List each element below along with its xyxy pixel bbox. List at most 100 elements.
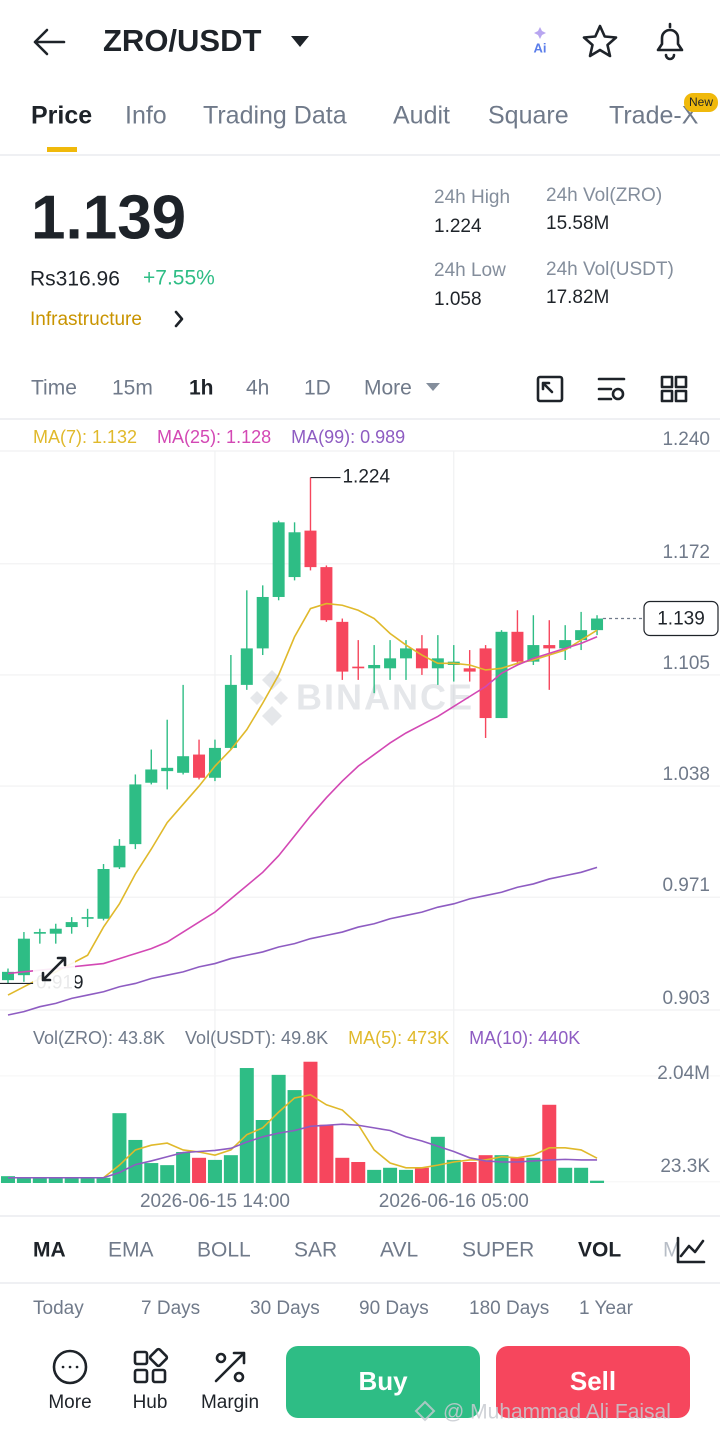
y-tick-label: 0.903 [662, 988, 710, 1009]
tab[interactable]: Trade-X [609, 102, 699, 130]
pair-title[interactable]: ZRO/USDT [103, 23, 262, 58]
candle-body [463, 668, 476, 672]
indicator-tab[interactable]: AVL [380, 1239, 418, 1262]
fullscreen-icon[interactable] [536, 375, 564, 403]
volume-bar [462, 1162, 477, 1183]
volume-bar [96, 1177, 111, 1183]
volume-legend: MA(5): 473K [348, 1028, 449, 1048]
period[interactable]: 7 Days [141, 1298, 200, 1319]
candle-body [81, 917, 94, 919]
legend-entry: MA(7): 1.132 [33, 427, 137, 447]
tab[interactable]: Square [488, 102, 569, 130]
more-button[interactable]: More [48, 1349, 92, 1413]
volume-bar [558, 1167, 573, 1183]
period[interactable]: 180 Days [469, 1298, 549, 1319]
volume-legend: MA(10): 440K [469, 1028, 580, 1048]
volume-bar [271, 1074, 286, 1183]
back-icon[interactable] [33, 28, 66, 56]
interval[interactable]: 1h [189, 377, 214, 400]
volume-ma-line [8, 1093, 598, 1179]
tab[interactable]: Info [125, 102, 167, 130]
candle-body [288, 532, 301, 578]
candle-body [384, 658, 397, 669]
interval[interactable]: 15m [112, 377, 153, 400]
star-icon[interactable] [582, 24, 618, 58]
stat-value: 1.224 [434, 216, 482, 237]
volume-bar [414, 1167, 429, 1183]
volume-bar [144, 1163, 159, 1183]
settings-icon[interactable] [597, 377, 626, 401]
y-tick-label: 1.172 [662, 542, 710, 563]
margin-icon [214, 1351, 246, 1383]
credit-logo [414, 1400, 436, 1422]
volume-bar [176, 1152, 191, 1183]
volume-bar [526, 1157, 541, 1183]
volume-bar [590, 1180, 605, 1183]
candle-body [559, 640, 572, 649]
margin-button[interactable]: Margin [201, 1351, 259, 1413]
tab[interactable]: Price [31, 102, 92, 130]
watermark-logo [250, 670, 288, 726]
volume-bar [430, 1136, 445, 1183]
period[interactable]: 90 Days [359, 1298, 429, 1319]
period[interactable]: 30 Days [250, 1298, 320, 1319]
volume-bar [128, 1139, 143, 1183]
interval[interactable]: 1D [304, 377, 331, 400]
legend-entry: MA(25): 1.128 [157, 427, 271, 447]
layout-icon[interactable] [660, 375, 688, 403]
indicator-tab[interactable]: M [663, 1239, 681, 1262]
ai-sparkle [534, 27, 546, 39]
y-tick-label: 1.038 [662, 764, 710, 785]
volume-bar [574, 1167, 589, 1183]
indicator-tab[interactable]: EMA [108, 1239, 154, 1262]
chevron [174, 310, 184, 328]
sector-link[interactable]: Infrastructure [30, 309, 142, 330]
indicator-tab[interactable]: BOLL [197, 1239, 251, 1262]
candle-body [543, 645, 556, 649]
indicator-tab[interactable]: SAR [294, 1239, 337, 1262]
stat-label: 24h Vol(USDT) [546, 259, 674, 280]
pair-caret[interactable] [291, 36, 309, 47]
stats: 24h High 1.224 24h Vol(ZRO) 15.58M 24h Low 1.… [434, 185, 674, 310]
hub-button[interactable]: Hub [133, 1347, 169, 1413]
candle-body [400, 648, 412, 659]
tab[interactable]: Trading Data [203, 102, 347, 130]
indicator-tab[interactable]: SUPER [462, 1239, 534, 1262]
interval[interactable]: More [364, 377, 412, 400]
sell-button[interactable]: Sell [496, 1346, 690, 1418]
ma-line [7, 636, 598, 975]
buy-button[interactable]: Buy [286, 1346, 480, 1418]
sell-bg [496, 1346, 690, 1418]
period[interactable]: 1 Year [579, 1298, 634, 1319]
expand-icon [41, 956, 67, 982]
candle-body [129, 784, 142, 845]
x-tick-label: 2026-06-16 05:00 [379, 1191, 529, 1212]
high-label: 1.224 [342, 467, 390, 488]
bell-icon[interactable] [656, 22, 684, 61]
periods: Today 7 Days 30 Days 90 Days 180 Days 1 Year [33, 1298, 634, 1319]
candle-body [161, 767, 174, 772]
expand-button[interactable] [33, 948, 75, 990]
volume-bar [239, 1068, 254, 1183]
indicator-tab[interactable]: MA [33, 1239, 66, 1262]
tab[interactable]: Audit [393, 102, 450, 130]
chart-tools-icon[interactable] [676, 1236, 706, 1264]
period[interactable]: Today [33, 1298, 84, 1319]
indicator-tab[interactable]: VOL [578, 1239, 621, 1262]
buy-label: Buy [358, 1366, 408, 1396]
last-price: 1.139 [31, 183, 186, 252]
stat-value: 15.58M [546, 213, 609, 234]
indicators: MA EMA BOLL SAR AVL SUPER VOL M [33, 1239, 681, 1262]
ma-line [7, 602, 598, 996]
candle-body [495, 631, 508, 719]
last-price-tag [643, 600, 719, 637]
candle-body [511, 631, 524, 662]
tab-underline [47, 147, 77, 152]
interval[interactable]: Time [31, 377, 77, 400]
volume-bar [160, 1165, 175, 1183]
ai-icon[interactable]: Ai [534, 40, 547, 55]
watermark: BINANCE [250, 670, 472, 726]
candle-body [97, 869, 110, 919]
interval[interactable]: 4h [246, 377, 269, 400]
volume-bar [367, 1169, 382, 1183]
